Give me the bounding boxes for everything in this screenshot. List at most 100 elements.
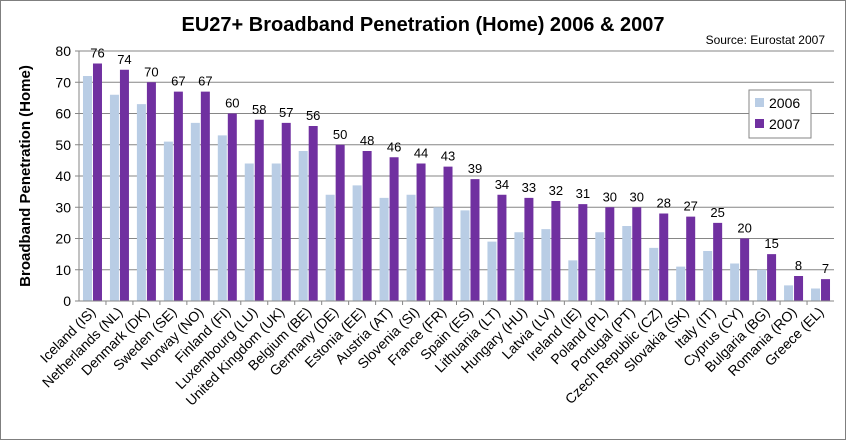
bar-2007 <box>821 279 831 301</box>
bar-2006 <box>784 285 794 301</box>
data-label-2007: 25 <box>710 205 724 220</box>
bar-2007 <box>119 69 129 301</box>
bar-2006 <box>433 207 443 301</box>
bar-2006 <box>676 266 686 301</box>
bar-2007 <box>524 197 534 301</box>
legend-swatch-2006 <box>755 98 764 107</box>
bar-2006 <box>82 76 92 301</box>
bar-2007 <box>227 113 237 301</box>
y-tick-label: 10 <box>55 262 71 278</box>
data-label-2007: 39 <box>468 161 482 176</box>
data-label-2007: 60 <box>225 96 239 111</box>
legend: 2006 2007 <box>748 89 812 139</box>
bar-2007 <box>92 63 102 301</box>
bar-2007 <box>335 144 345 301</box>
data-label-2007: 15 <box>764 236 778 251</box>
bar-2006 <box>217 135 227 301</box>
data-label-2007: 74 <box>117 52 131 67</box>
bar-2006 <box>109 94 119 301</box>
bar-2007 <box>146 82 156 301</box>
bar-2006 <box>271 163 281 301</box>
data-label-2007: 43 <box>441 149 455 164</box>
bar-2007 <box>740 238 750 301</box>
data-label-2007: 32 <box>549 183 563 198</box>
bar-2007 <box>686 216 696 301</box>
bar-2007 <box>389 157 399 301</box>
bar-2007 <box>308 126 318 301</box>
bar-2007 <box>254 119 264 301</box>
data-label-2007: 76 <box>90 46 104 61</box>
data-label-2007: 8 <box>795 258 802 273</box>
bar-2007 <box>713 222 723 301</box>
bar-2007 <box>632 207 642 301</box>
bar-2006 <box>352 185 362 301</box>
data-label-2007: 44 <box>414 146 428 161</box>
bar-2007 <box>443 166 453 301</box>
data-label-2007: 48 <box>360 133 374 148</box>
bar-2007 <box>470 179 480 301</box>
bars <box>82 63 831 301</box>
bar-2006 <box>379 197 389 301</box>
bar-2006 <box>622 226 632 301</box>
bar-2006 <box>730 263 740 301</box>
bar-2007 <box>200 91 210 301</box>
bar-2007 <box>659 213 669 301</box>
data-label-2007: 67 <box>198 74 212 89</box>
bar-2006 <box>514 232 524 301</box>
y-tick-label: 70 <box>55 74 71 90</box>
bar-2006 <box>244 163 254 301</box>
bar-2007 <box>281 122 291 301</box>
data-label-2007: 7 <box>822 261 829 276</box>
bar-2006 <box>595 232 605 301</box>
bar-2006 <box>811 288 821 301</box>
data-label-2007: 31 <box>576 186 590 201</box>
bar-2007 <box>551 201 561 301</box>
y-tick-label: 0 <box>63 293 71 309</box>
y-tick-label: 40 <box>55 168 71 184</box>
y-tick-label: 30 <box>55 199 71 215</box>
data-label-2007: 30 <box>630 189 644 204</box>
data-label-2007: 56 <box>306 108 320 123</box>
bar-2007 <box>362 151 372 301</box>
bar-2006 <box>406 194 416 301</box>
y-tick-label: 80 <box>55 43 71 59</box>
bar-2006 <box>163 141 173 301</box>
bar-2006 <box>460 210 470 301</box>
legend-label-2007: 2007 <box>769 116 800 132</box>
data-label-2007: 34 <box>495 177 509 192</box>
y-axis-label: Broadband Penetration (Home) <box>17 65 34 287</box>
bar-2006 <box>649 247 659 301</box>
data-label-2007: 70 <box>144 64 158 79</box>
data-label-2007: 58 <box>252 102 266 117</box>
y-tick-label: 20 <box>55 231 71 247</box>
data-labels: 76 74 70 67 67 60 58 57 56 50 48 46 44 43 39 34 33 32 31 30… <box>90 46 829 277</box>
chart-source: Source: Eurostat 2007 <box>706 33 826 47</box>
data-label-2007: 50 <box>333 127 347 142</box>
data-label-2007: 57 <box>279 105 293 120</box>
bar-2007 <box>767 254 777 301</box>
bar-2006 <box>190 122 200 301</box>
bar-2006 <box>757 269 767 301</box>
bar-2006 <box>325 194 335 301</box>
data-label-2007: 33 <box>522 180 536 195</box>
legend-swatch-2007 <box>755 119 764 128</box>
bar-2006 <box>568 260 578 301</box>
bar-2006 <box>703 251 713 301</box>
bar-2007 <box>416 163 426 301</box>
data-label-2007: 46 <box>387 139 401 154</box>
bar-2007 <box>578 204 588 301</box>
bar-2007 <box>497 194 507 301</box>
data-label-2007: 30 <box>603 189 617 204</box>
bar-2006 <box>487 241 497 301</box>
legend-label-2006: 2006 <box>769 95 800 111</box>
chart-title: EU27+ Broadband Penetration (Home) 2006 … <box>182 14 665 36</box>
y-tick-label: 60 <box>55 106 71 122</box>
bar-2006 <box>298 151 308 301</box>
bar-2007 <box>605 207 615 301</box>
data-label-2007: 28 <box>656 196 670 211</box>
bar-2006 <box>541 229 551 301</box>
data-label-2007: 67 <box>171 74 185 89</box>
bar-2006 <box>136 104 146 301</box>
